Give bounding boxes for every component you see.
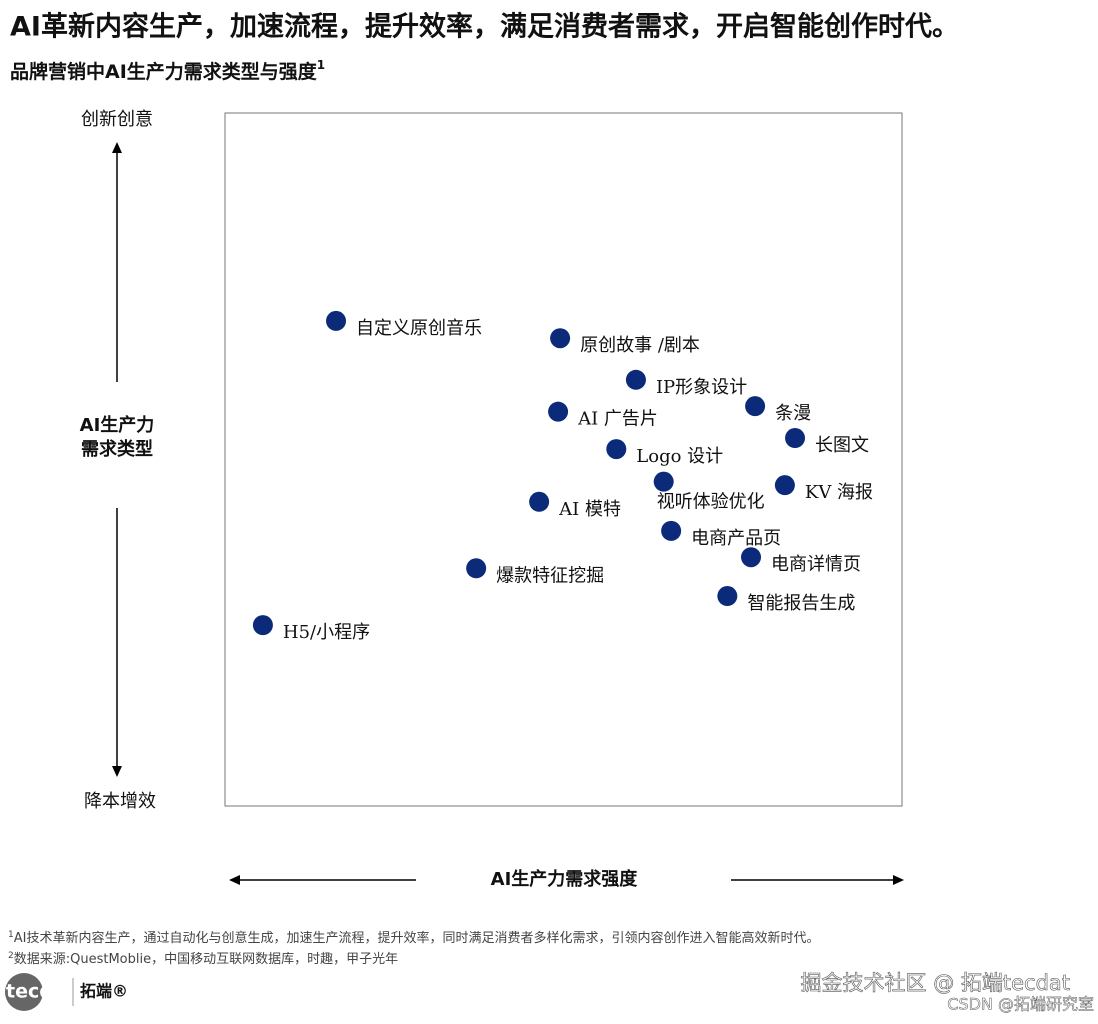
logo-text: 拓端®	[80, 982, 128, 1001]
point-label: AI 模特	[558, 499, 621, 520]
point	[606, 439, 627, 460]
point-label: 电商产品页	[691, 528, 781, 549]
y-label-top: 创新创意	[81, 109, 153, 130]
arrow-head	[112, 766, 122, 777]
arrow-head	[112, 142, 122, 153]
logo-text: tecdat	[6, 981, 75, 1003]
point-label: KV 海报	[805, 482, 873, 503]
chart-title: AI革新内容生产，加速流程，提升效率，满足消费者需求，开启智能创作时代。	[10, 11, 959, 43]
point-label: 原创故事 /剧本	[580, 335, 700, 356]
point-label: 长图文	[815, 435, 869, 456]
point-label: Logo 设计	[636, 446, 723, 467]
point	[653, 471, 674, 492]
point-label: 视听体验优化	[657, 492, 765, 513]
watermark: CSDN @拓端研究室	[947, 995, 1094, 1014]
point	[548, 401, 569, 422]
y-label: 需求类型	[81, 438, 153, 460]
point	[550, 328, 571, 349]
point	[466, 558, 487, 579]
point	[529, 491, 550, 512]
point	[625, 369, 646, 390]
footnote: 1AI技术革新内容生产，通过自动化与创意生成，加速生产流程，提升效率，同时满足消…	[8, 930, 819, 946]
subtitle-note: 1	[317, 58, 325, 72]
point-label: 自定义原创音乐	[356, 318, 482, 339]
footnote-text: AI技术革新内容生产，通过自动化与创意生成，加速生产流程，提升效率，同时满足消费…	[14, 930, 820, 946]
footnote: 2数据来源:QuestMoblie，中国移动互联网数据库，时趣，甲子光年	[8, 951, 398, 967]
point	[785, 428, 806, 449]
footnote-text: 数据来源:QuestMoblie，中国移动互联网数据库，时趣，甲子光年	[14, 951, 398, 967]
point	[741, 547, 762, 568]
point	[717, 586, 738, 607]
point-label: 条漫	[775, 403, 811, 424]
point	[774, 475, 795, 496]
point	[326, 310, 347, 331]
y-label-bottom: 降本增效	[84, 791, 156, 812]
arrow-head	[229, 875, 240, 885]
footnote-mark: 2	[8, 951, 14, 961]
point	[661, 520, 682, 541]
plot-frame	[224, 112, 903, 807]
point-label: H5/小程序	[283, 622, 370, 643]
x-label: AI生产力需求强度	[491, 868, 639, 890]
point	[745, 396, 766, 417]
watermark: 掘金技术社区 @ 拓端tecdat	[801, 971, 1070, 995]
point-label: AI 广告片	[577, 409, 658, 430]
y-label: AI生产力	[80, 414, 155, 436]
subtitle-text: 品牌营销中AI生产力需求类型与强度	[10, 60, 318, 83]
point-label: 爆款特征挖掘	[496, 565, 604, 586]
footnotes: 1AI技术革新内容生产，通过自动化与创意生成，加速生产流程，提升效率，同时满足消…	[8, 930, 819, 967]
footnote-mark: 1	[8, 930, 14, 940]
point-label: IP形象设计	[656, 377, 747, 398]
point	[252, 615, 273, 636]
point-label: 智能报告生成	[747, 593, 855, 614]
arrow-head	[893, 875, 904, 885]
point-label: 电商详情页	[771, 554, 861, 575]
logo-icon	[5, 973, 43, 1011]
chart-subtitle: 品牌营销中AI生产力需求类型与强度1	[10, 58, 325, 83]
